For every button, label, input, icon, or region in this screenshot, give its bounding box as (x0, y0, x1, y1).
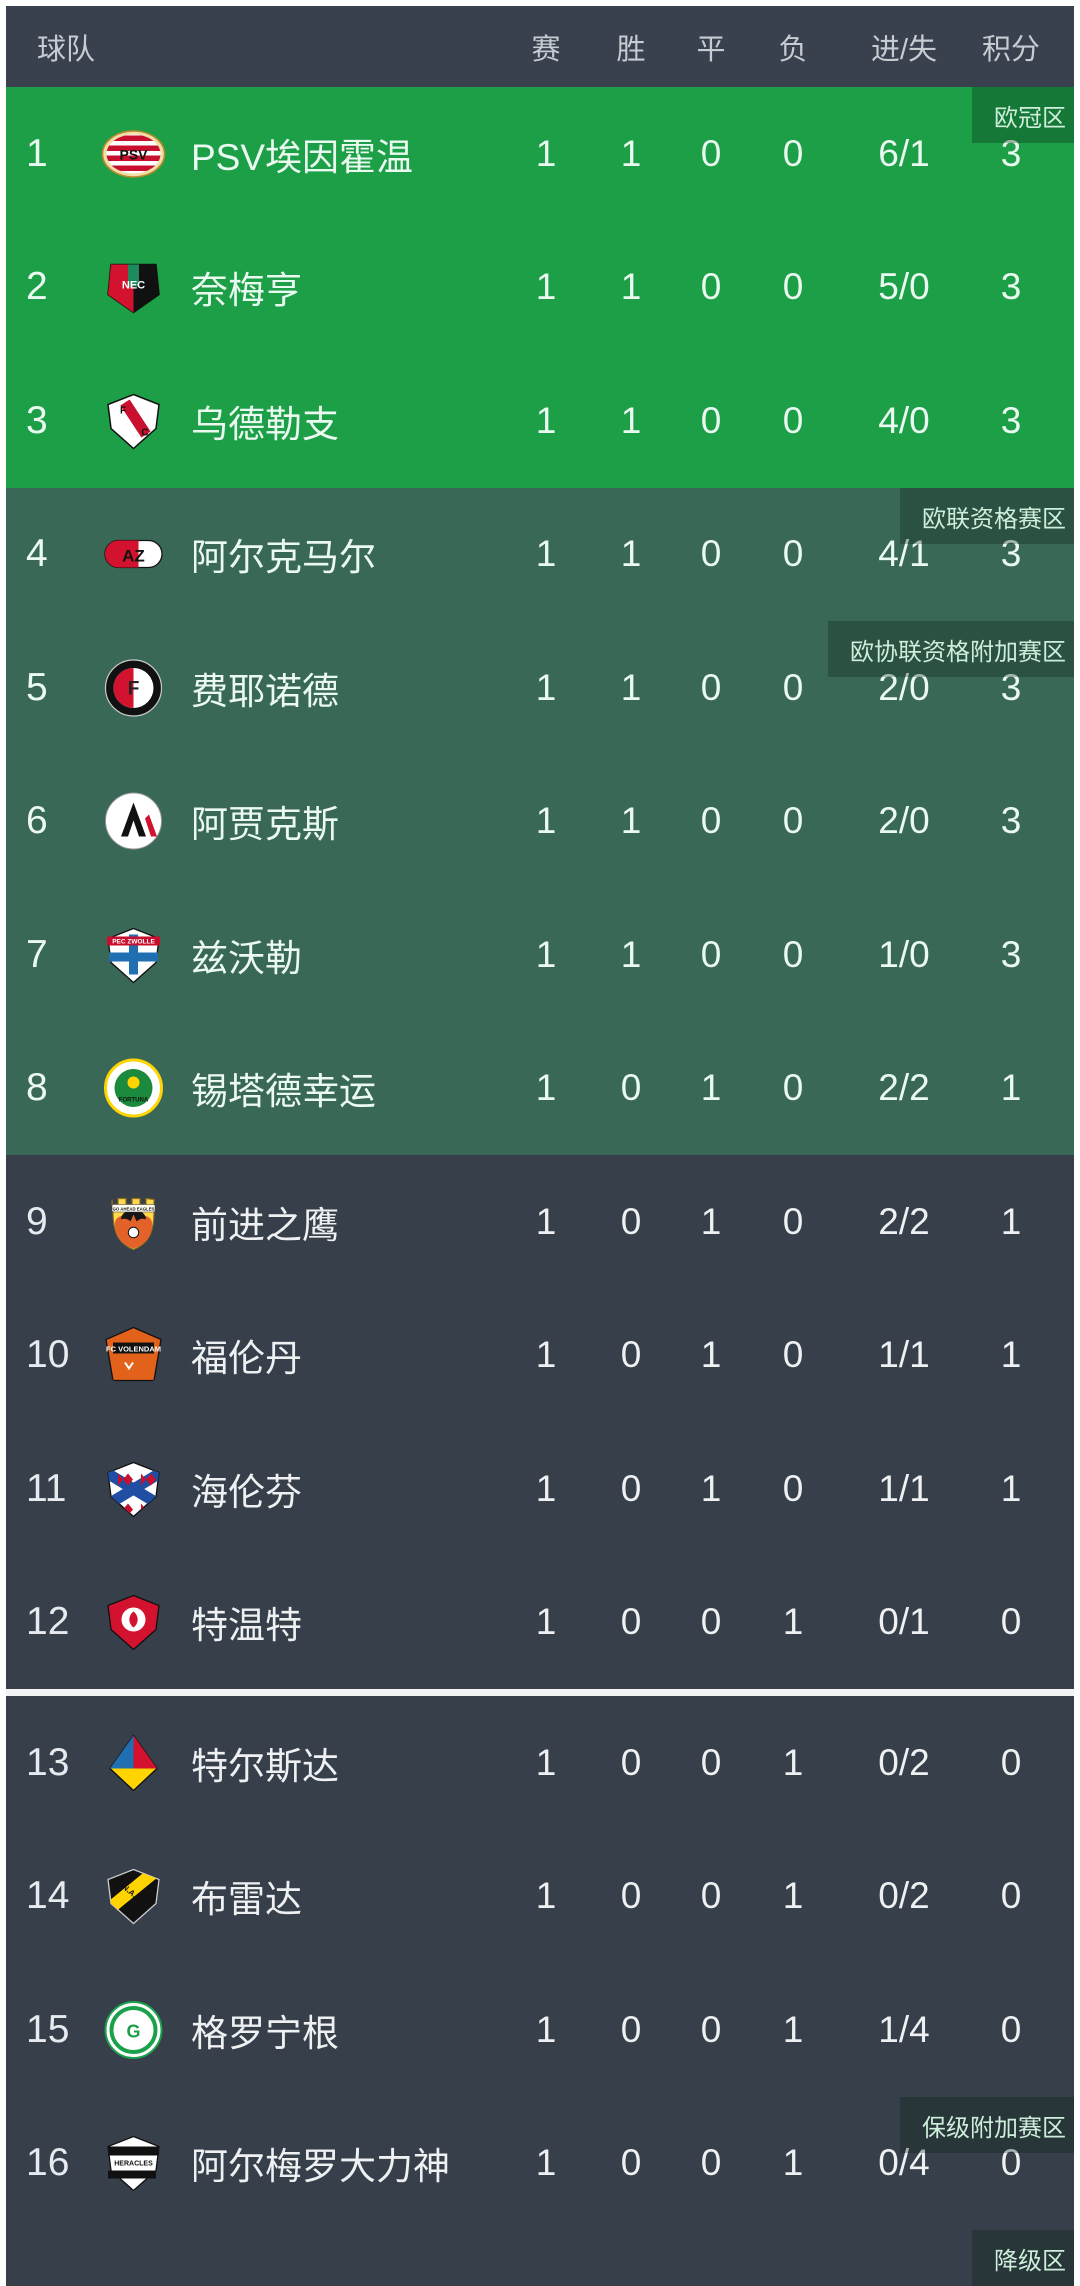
svg-text:AZ: AZ (122, 547, 145, 566)
svg-text:FC VOLENDAM: FC VOLENDAM (106, 1345, 161, 1354)
svg-text:PEC ZWOLLE: PEC ZWOLLE (112, 938, 155, 945)
svg-text:NEC: NEC (122, 280, 145, 292)
svg-text:FORTUNA: FORTUNA (119, 1098, 149, 1104)
svg-text:C: C (141, 427, 148, 438)
svg-text:HERACLES: HERACLES (114, 2161, 153, 2168)
svg-text:PSV: PSV (119, 146, 148, 162)
svg-text:F: F (128, 678, 140, 699)
svg-text:F: F (120, 405, 126, 416)
svg-text:GO AHEAD EAGLES: GO AHEAD EAGLES (113, 1206, 155, 1211)
svg-text:G: G (126, 2021, 140, 2041)
